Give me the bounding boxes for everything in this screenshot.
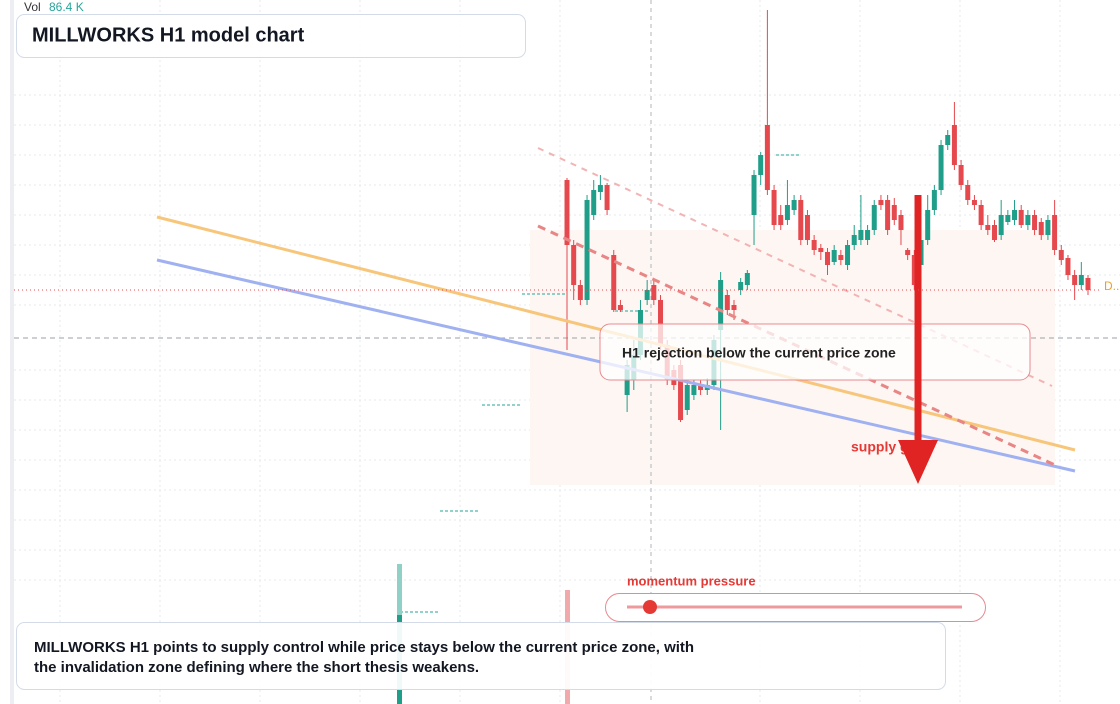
candle-body: [804, 215, 810, 240]
candle-body: [1052, 215, 1058, 250]
candle-body: [764, 125, 770, 190]
candle-body: [611, 255, 617, 310]
note-box: [599, 323, 1031, 381]
candle-body: [691, 385, 697, 395]
slider-knob[interactable]: [643, 600, 657, 614]
candle-body: [771, 190, 777, 225]
candle-body: [871, 205, 877, 230]
candle-body: [958, 165, 964, 185]
candle-body: [597, 185, 603, 192]
candle-body: [604, 185, 610, 210]
candle-body: [1005, 215, 1011, 222]
footnote-line: the invalidation zone defining where the…: [34, 659, 479, 676]
candle-body: [878, 200, 884, 205]
candle-body: [758, 155, 764, 175]
vol-label: Vol: [24, 0, 41, 14]
candle-body: [885, 200, 891, 230]
candle-body: [731, 305, 737, 310]
candle-body: [951, 125, 957, 165]
candle-body: [744, 273, 750, 285]
candle-body: [1085, 278, 1091, 290]
candle-body: [1065, 258, 1071, 275]
vol-value: 86.4 K: [49, 0, 84, 14]
candle-body: [724, 295, 730, 310]
candle-body: [1072, 275, 1078, 285]
candle-body: [591, 190, 597, 215]
candle-body: [851, 235, 857, 245]
candle-body: [965, 185, 971, 200]
candle-body: [925, 210, 931, 240]
candle-body: [784, 205, 790, 220]
candle-body: [791, 200, 797, 210]
footnote-box: [16, 622, 946, 690]
candle-body: [811, 240, 817, 250]
candle-body: [998, 215, 1004, 235]
candle-body: [985, 225, 991, 230]
candle-body: [584, 200, 590, 300]
candle-body: [1045, 220, 1051, 235]
candle-body: [718, 280, 724, 330]
candle-body: [838, 255, 844, 260]
candle-body: [825, 252, 830, 265]
candle-body: [865, 230, 871, 240]
candle-body: [1038, 222, 1044, 235]
candle-body: [1012, 210, 1018, 220]
candle-body: [751, 175, 757, 215]
note-text: H1 rejection below the current price zon…: [622, 345, 896, 361]
candle-body: [891, 205, 897, 220]
chart-title: MILLWORKS H1 model chart: [32, 24, 305, 46]
candle-body: [571, 245, 577, 285]
candle-body: [931, 190, 937, 210]
candle-body: [831, 250, 837, 262]
candle-body: [738, 282, 744, 290]
candle-body: [911, 255, 917, 285]
title-box: [16, 14, 526, 58]
candle-body: [1032, 215, 1038, 230]
candle-body: [644, 290, 650, 300]
arrow-head: [898, 440, 938, 484]
candle-body: [1018, 210, 1024, 225]
candle-body: [858, 230, 864, 240]
candle-body: [678, 365, 684, 420]
candle-body: [818, 248, 824, 252]
pane-edge: [10, 0, 14, 704]
slider-label: momentum pressure: [627, 573, 756, 588]
price-tag: D..: [1104, 279, 1119, 293]
candle-body: [698, 385, 704, 390]
price-tag-bg: [1100, 278, 1120, 294]
footnote-line: MILLWORKS H1 points to supply control wh…: [34, 639, 694, 656]
candle-body: [991, 225, 997, 240]
candle-body: [658, 300, 664, 345]
candle-body: [898, 215, 904, 230]
candle-body: [651, 285, 657, 300]
candle-body: [1058, 250, 1064, 260]
candle-body: [938, 145, 944, 190]
candle-body: [564, 180, 570, 245]
candle-body: [945, 135, 951, 145]
candle-body: [798, 200, 804, 240]
candle-body: [1078, 275, 1084, 285]
candle-body: [845, 245, 851, 265]
candle-body: [577, 285, 583, 300]
candle-body: [1025, 215, 1031, 225]
candle-body: [905, 250, 911, 255]
candle-body: [971, 200, 977, 205]
candle-body: [617, 305, 623, 310]
candle-body: [978, 205, 984, 225]
candle-body: [778, 215, 784, 225]
candle-body: [684, 385, 690, 410]
